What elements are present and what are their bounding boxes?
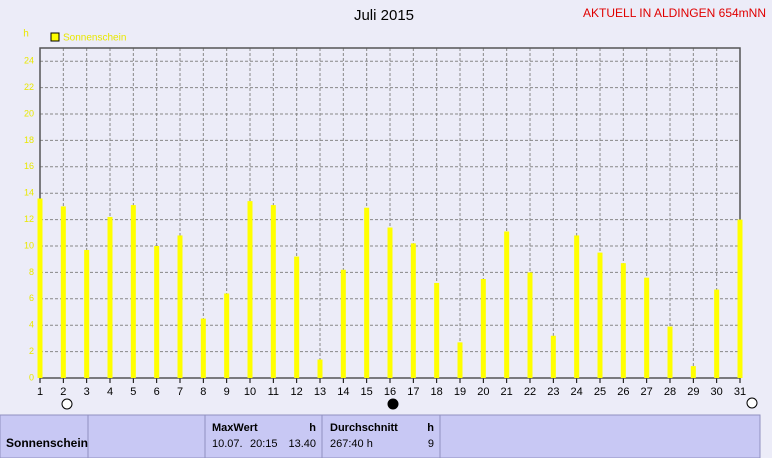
unit-label: h: [23, 29, 29, 40]
x-tick-label: 12: [291, 386, 303, 398]
x-tick-label: 7: [177, 386, 183, 398]
y-tick-label: 14: [24, 188, 34, 198]
x-tick-label: 15: [361, 386, 373, 398]
x-tick-label: 20: [477, 386, 489, 398]
y-tick-label: 20: [24, 108, 34, 118]
bar: [737, 219, 743, 378]
x-tick-label: 22: [524, 386, 536, 398]
x-tick-label: 10: [244, 386, 256, 398]
bar: [154, 246, 160, 378]
x-tick-label: 3: [84, 386, 90, 398]
x-tick-label: 9: [224, 386, 230, 398]
max-value: 13.40: [288, 438, 316, 450]
bar: [480, 279, 486, 378]
x-tick-label: 17: [407, 386, 419, 398]
summary-table: Sonnenschein MaxWert h 10.07. 20:15 13.4…: [0, 414, 761, 458]
moon-icon: [61, 398, 73, 410]
x-tick-label: 4: [107, 386, 113, 398]
max-time: 20:15: [250, 438, 278, 450]
x-tick-label: 31: [734, 386, 746, 398]
y-tick-label: 18: [24, 135, 34, 145]
bar: [270, 205, 276, 378]
bar: [364, 207, 370, 378]
bar: [84, 249, 90, 378]
x-tick-label: 27: [641, 386, 653, 398]
bar: [37, 198, 43, 378]
y-tick-label: 8: [29, 267, 34, 277]
y-tick-label: 2: [29, 346, 34, 356]
legend-label: Sonnenschein: [63, 33, 126, 44]
avg-unit: h: [427, 422, 434, 434]
bar: [224, 293, 230, 378]
bar: [107, 216, 113, 378]
x-tick-label: 1: [37, 386, 43, 398]
x-tick-label: 13: [314, 386, 326, 398]
x-tick-label: 11: [268, 386, 279, 398]
x-tick-label: 16: [384, 386, 396, 398]
row-label: Sonnenschein: [6, 436, 88, 450]
x-tick-label: 18: [431, 386, 443, 398]
bar: [294, 256, 300, 378]
y-tick-label: 16: [24, 161, 34, 171]
max-unit: h: [309, 422, 316, 434]
table-bg: [0, 414, 761, 458]
y-tick-label: 12: [24, 214, 34, 224]
bar: [387, 227, 393, 378]
y-tick-label: 22: [24, 82, 34, 92]
x-tick-label: 30: [711, 386, 723, 398]
bar: [130, 205, 136, 378]
bar: [550, 335, 556, 378]
x-tick-label: 28: [664, 386, 676, 398]
bar: [667, 326, 673, 378]
x-tick-label: 5: [130, 386, 136, 398]
x-tick-label: 21: [501, 386, 513, 398]
x-tick-label: 23: [547, 386, 559, 398]
bar: [434, 282, 440, 378]
bar: [410, 243, 416, 378]
bar: [620, 263, 626, 378]
moon-icon: [387, 398, 399, 410]
bar: [597, 252, 603, 378]
y-tick-label: 4: [29, 320, 34, 330]
bar: [690, 366, 696, 378]
x-tick-label: 26: [617, 386, 629, 398]
x-tick-label: 29: [687, 386, 699, 398]
avg-header: Durchschnitt: [330, 422, 398, 434]
chart-title: Juli 2015: [354, 7, 414, 24]
legend-swatch: [50, 32, 60, 42]
max-header: MaxWert: [212, 422, 258, 434]
x-tick-label: 2: [60, 386, 66, 398]
x-tick-label: 24: [571, 386, 583, 398]
bar: [714, 289, 720, 378]
bar: [457, 342, 463, 378]
bar: [644, 277, 650, 378]
x-tick-label: 25: [594, 386, 606, 398]
x-tick-label: 8: [200, 386, 206, 398]
avg-total: 267:40 h: [330, 438, 373, 450]
moon-icon: [746, 397, 758, 409]
y-tick-label: 0: [29, 372, 34, 382]
x-tick-label: 19: [454, 386, 466, 398]
bar: [527, 272, 533, 378]
bar: [200, 318, 206, 378]
y-tick-label: 10: [24, 240, 34, 250]
bar: [177, 235, 183, 378]
bar: [60, 206, 66, 378]
bar: [504, 231, 510, 378]
bar: [574, 235, 580, 378]
avg-value: 9: [428, 438, 434, 450]
bar: [340, 269, 346, 378]
bar: [247, 201, 253, 378]
x-tick-label: 6: [154, 386, 160, 398]
max-date: 10.07.: [212, 438, 243, 450]
bar: [317, 359, 323, 378]
x-tick-label: 14: [337, 386, 349, 398]
y-tick-label: 24: [24, 56, 34, 66]
y-tick-label: 6: [29, 293, 34, 303]
station-label: AKTUELL IN ALDINGEN 654mNN: [583, 6, 766, 20]
